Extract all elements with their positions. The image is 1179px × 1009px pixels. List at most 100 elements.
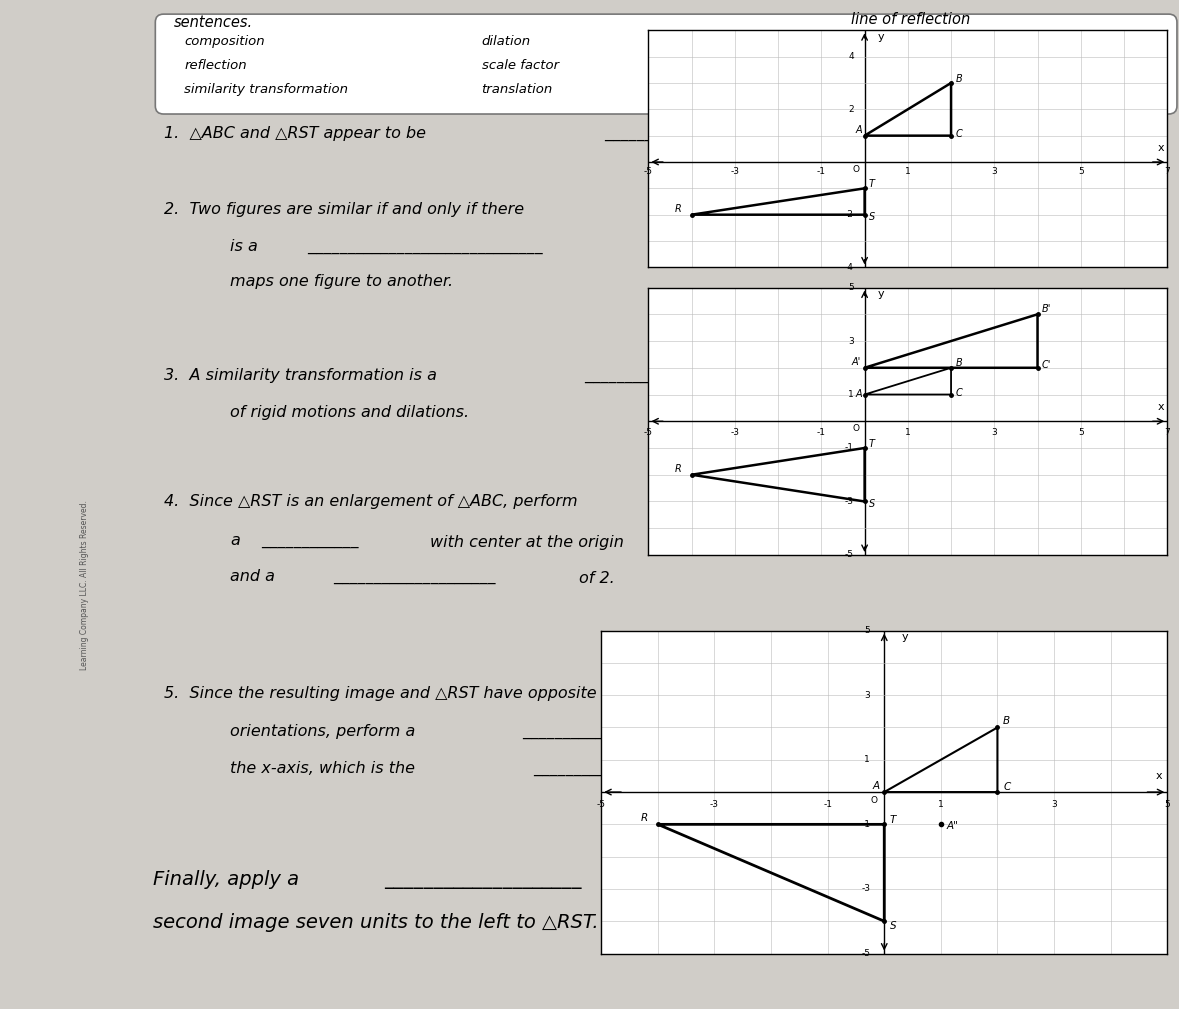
Text: C: C [955, 129, 962, 139]
Text: A: A [856, 125, 863, 135]
Text: _______________: _______________ [605, 126, 726, 141]
Text: y: y [901, 633, 908, 643]
Text: _____________________________: _____________________________ [307, 239, 542, 254]
Text: -3: -3 [845, 497, 854, 506]
Text: -3: -3 [861, 885, 870, 893]
Text: A": A" [947, 821, 959, 831]
Text: similarity transformation: similarity transformation [184, 83, 348, 96]
Text: 3: 3 [864, 691, 870, 699]
Text: .: . [871, 763, 876, 778]
Text: across: across [723, 726, 775, 742]
Text: 5: 5 [1078, 428, 1084, 437]
Text: -5: -5 [845, 551, 854, 559]
Text: -5: -5 [644, 167, 653, 177]
Text: -5: -5 [644, 428, 653, 437]
Text: -5: -5 [861, 949, 870, 958]
Text: y: y [877, 289, 884, 299]
Text: 1: 1 [905, 428, 910, 437]
Text: 1: 1 [905, 167, 910, 177]
Text: is a: is a [230, 239, 258, 254]
Text: scale factor: scale factor [481, 59, 559, 72]
Text: of 2.: of 2. [579, 571, 614, 586]
Text: of rigid motions and dilations.: of rigid motions and dilations. [230, 405, 469, 420]
Text: ____________________: ____________________ [332, 569, 495, 584]
Text: Finally, apply a: Finally, apply a [153, 870, 299, 889]
Text: 2.  Two figures are similar if and only if there: 2. Two figures are similar if and only i… [164, 202, 523, 217]
Text: -1: -1 [817, 167, 825, 177]
Text: 1.  △ABC and △RST appear to be: 1. △ABC and △RST appear to be [164, 126, 426, 141]
Text: 5: 5 [1165, 800, 1170, 809]
Text: orientations, perform a: orientations, perform a [230, 724, 415, 740]
Text: S: S [890, 921, 896, 931]
Text: 7: 7 [1165, 428, 1170, 437]
Text: 5: 5 [864, 627, 870, 635]
Text: 5.  Since the resulting image and △RST have opposite: 5. Since the resulting image and △RST ha… [164, 686, 597, 701]
Text: 5: 5 [848, 284, 854, 292]
Text: B': B' [1042, 304, 1052, 314]
Text: ____________: ____________ [261, 533, 358, 548]
Text: 5: 5 [1078, 167, 1084, 177]
Text: __________________: __________________ [522, 724, 668, 740]
Text: A': A' [851, 357, 861, 367]
Text: T: T [890, 814, 896, 824]
Text: -1: -1 [861, 820, 870, 828]
Text: -5: -5 [597, 800, 606, 809]
Text: second image seven units to the left to △RST.: second image seven units to the left to … [153, 913, 599, 932]
Text: B: B [955, 74, 962, 84]
Text: R: R [674, 464, 681, 474]
Text: translation: translation [481, 83, 553, 96]
Text: A: A [856, 389, 863, 400]
Text: 1: 1 [848, 390, 854, 399]
Text: ____________________: ____________________ [384, 870, 581, 889]
Text: 3: 3 [1052, 800, 1056, 809]
Text: a: a [230, 533, 241, 548]
Text: 7: 7 [1165, 167, 1170, 177]
Text: T: T [869, 439, 875, 449]
Text: C': C' [1042, 360, 1052, 369]
Text: -3: -3 [710, 800, 719, 809]
Text: line of reflection: line of reflection [851, 12, 970, 27]
Text: the x-axis, which is the: the x-axis, which is the [230, 761, 415, 776]
Text: O: O [852, 425, 859, 434]
Text: similar: similar [789, 59, 834, 72]
Text: R: R [674, 204, 681, 214]
Text: 3.  A similarity transformation is a: 3. A similarity transformation is a [164, 368, 436, 383]
Text: x: x [1155, 771, 1162, 781]
Text: -1: -1 [823, 800, 832, 809]
Text: B: B [955, 358, 962, 368]
Text: S: S [869, 212, 875, 222]
Text: dilation: dilation [481, 35, 531, 48]
Text: O: O [852, 165, 859, 175]
Text: Learning Company LLC. All Rights Reserved.: Learning Company LLC. All Rights Reserve… [80, 500, 88, 670]
Text: C: C [955, 387, 962, 398]
Text: B: B [1003, 716, 1010, 726]
Text: -3: -3 [731, 428, 739, 437]
Text: line of reflection: line of reflection [789, 35, 897, 48]
Text: -4: -4 [845, 263, 854, 271]
Text: S: S [869, 498, 875, 509]
Text: x: x [1158, 402, 1164, 412]
Text: 4.  Since △RST is an enlargement of △ABC, perform: 4. Since △RST is an enlargement of △ABC,… [164, 494, 578, 510]
Text: composition: composition [184, 35, 264, 48]
FancyBboxPatch shape [156, 14, 1177, 114]
Text: and a: and a [230, 569, 275, 584]
Text: A: A [872, 781, 880, 791]
Text: 2: 2 [848, 105, 854, 114]
Text: with center at the origin: with center at the origin [430, 535, 624, 550]
Text: 3: 3 [848, 337, 854, 345]
Text: T: T [869, 179, 875, 189]
Text: x: x [1158, 143, 1164, 152]
Text: 4: 4 [848, 52, 854, 62]
Text: maps one figure to another.: maps one figure to another. [230, 274, 453, 290]
Text: _________________________: _________________________ [584, 368, 788, 383]
Text: -1: -1 [845, 444, 854, 452]
Text: 1: 1 [864, 756, 870, 764]
Text: -1: -1 [817, 428, 825, 437]
Text: ______________________________: ______________________________ [533, 761, 777, 776]
Text: figures.: figures. [727, 128, 793, 143]
Text: that: that [686, 241, 719, 256]
Text: y: y [877, 31, 884, 41]
Text: 3: 3 [992, 428, 997, 437]
Text: that slides the: that slides the [631, 872, 770, 891]
Text: C: C [1003, 782, 1010, 792]
